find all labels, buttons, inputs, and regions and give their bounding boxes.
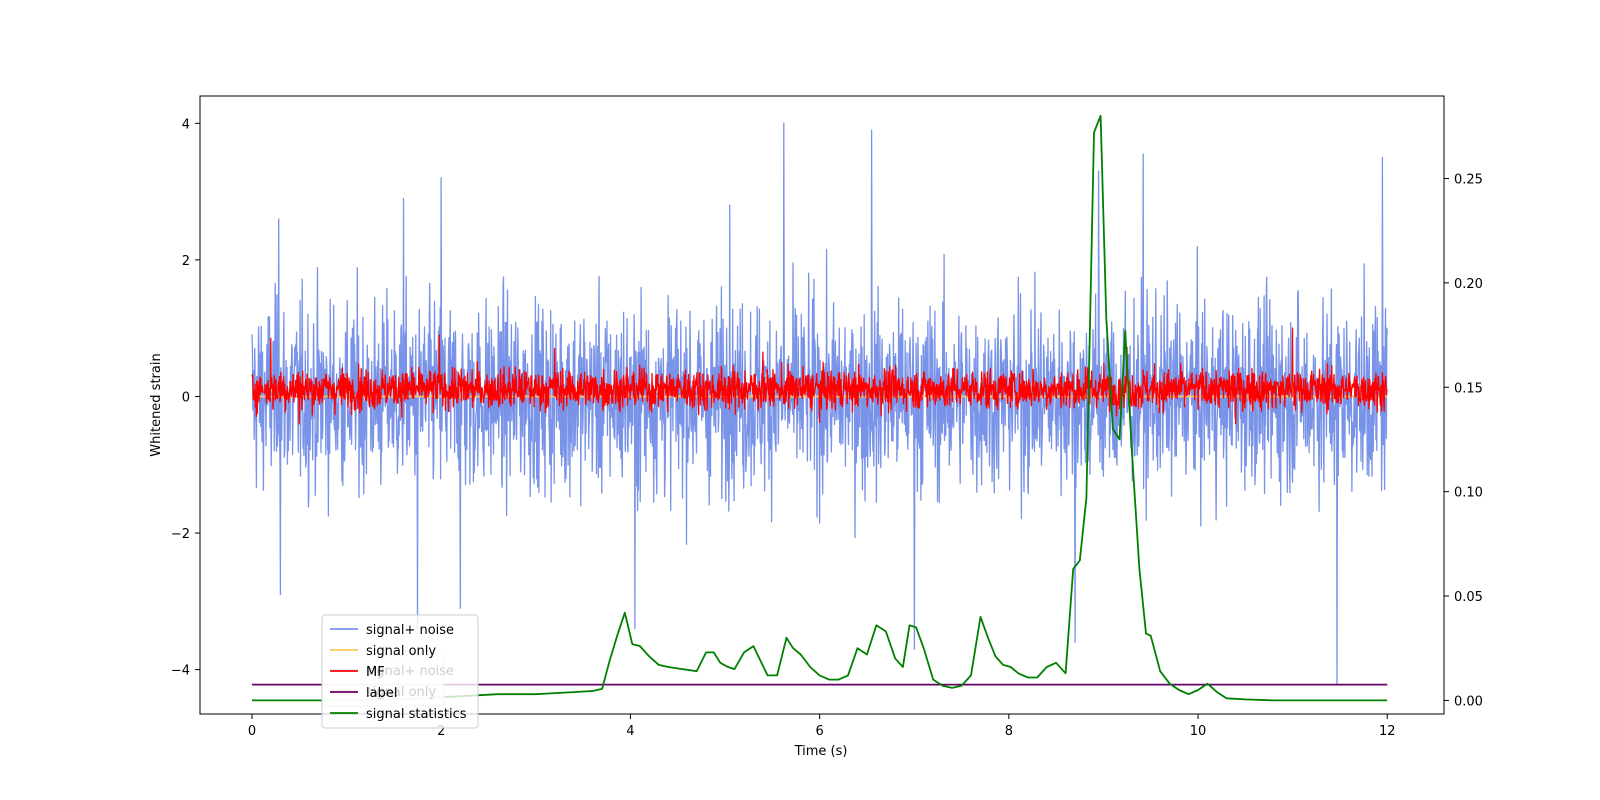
x-tick-label-0: 0: [248, 724, 256, 739]
y-tick-label-2: 0: [182, 390, 190, 405]
legend-label-1: signal only: [366, 644, 436, 659]
y2-tick-label-4: 0.20: [1454, 277, 1483, 292]
legend-label-3: label: [366, 686, 397, 701]
series-layer: [251, 114, 1388, 702]
legend-box: [321, 614, 479, 729]
y-tick-label-4: 4: [182, 117, 190, 132]
y-tick-label-3: 2: [182, 254, 190, 269]
y-axis-label: Whitened strain: [149, 353, 164, 456]
x-tick-label-4: 8: [1005, 724, 1013, 739]
x-tick-label-5: 10: [1190, 724, 1207, 739]
y2-tick-label-1: 0.05: [1454, 590, 1483, 605]
series-line-2: [251, 327, 1388, 425]
series-line-4: [252, 114, 1388, 702]
x-tick-label-6: 12: [1379, 724, 1396, 739]
x-tick-label-3: 6: [815, 724, 823, 739]
x-axis-label: Time (s): [794, 744, 848, 759]
x-tick-label-2: 4: [626, 724, 634, 739]
legend-label-0: signal+ noise: [366, 623, 454, 638]
y2-tick-label-3: 0.15: [1454, 381, 1483, 396]
x-tick-label-1: 2: [437, 724, 445, 739]
plot-frame: [199, 95, 1445, 715]
y2-tick-label-5: 0.25: [1454, 172, 1483, 187]
y-tick-label-1: −2: [171, 527, 190, 542]
axis-layer: 0 2 4 6 8 10 12 −4 −2 0 2 4 0.00 0.05 0.10 0.15 0.20 0.25: [171, 117, 1483, 739]
y-tick-label-0: −4: [171, 664, 190, 679]
y2-tick-label-2: 0.10: [1454, 486, 1483, 501]
y2-tick-label-0: 0.00: [1454, 694, 1483, 709]
legend-label-2: MF: [366, 665, 385, 680]
legend-label-4: signal statistics: [366, 707, 467, 722]
